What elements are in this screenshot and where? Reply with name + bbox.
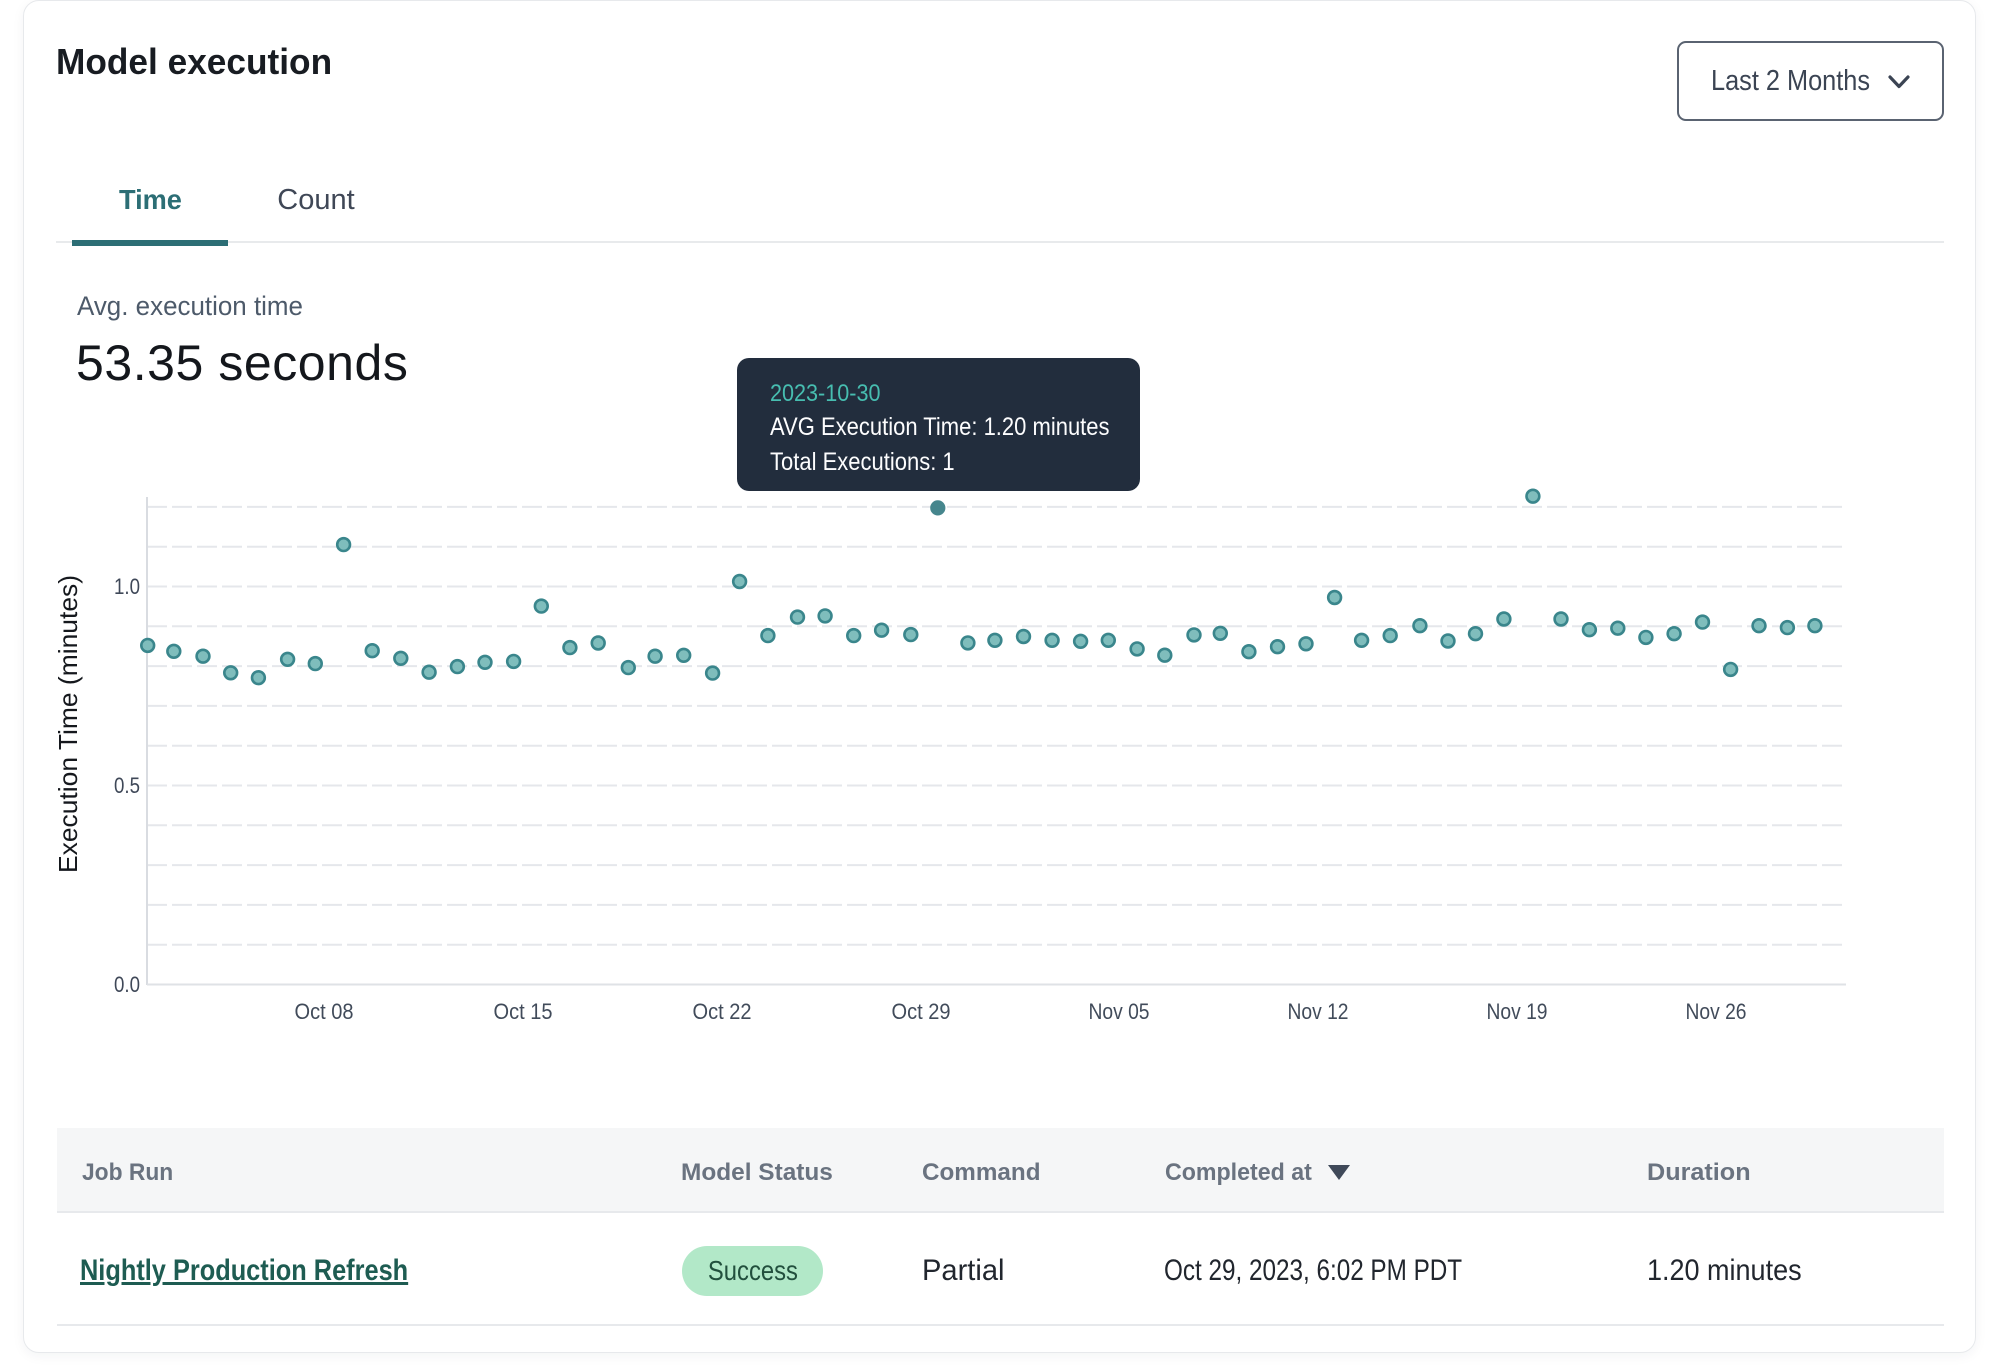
svg-text:Nov 26: Nov 26 [1686,999,1747,1024]
svg-text:Oct 15: Oct 15 [494,999,553,1024]
svg-text:Oct 08: Oct 08 [295,999,354,1024]
svg-text:Execution Time (minutes): Execution Time (minutes) [53,575,83,873]
svg-text:0.0: 0.0 [114,972,140,997]
svg-text:Nov 12: Nov 12 [1288,999,1349,1024]
svg-text:Nov 19: Nov 19 [1487,999,1548,1024]
svg-text:0.5: 0.5 [114,773,140,798]
svg-text:Oct 22: Oct 22 [693,999,752,1024]
svg-text:Nov 05: Nov 05 [1089,999,1150,1024]
svg-text:1.0: 1.0 [114,574,140,599]
svg-text:Oct 29: Oct 29 [892,999,951,1024]
